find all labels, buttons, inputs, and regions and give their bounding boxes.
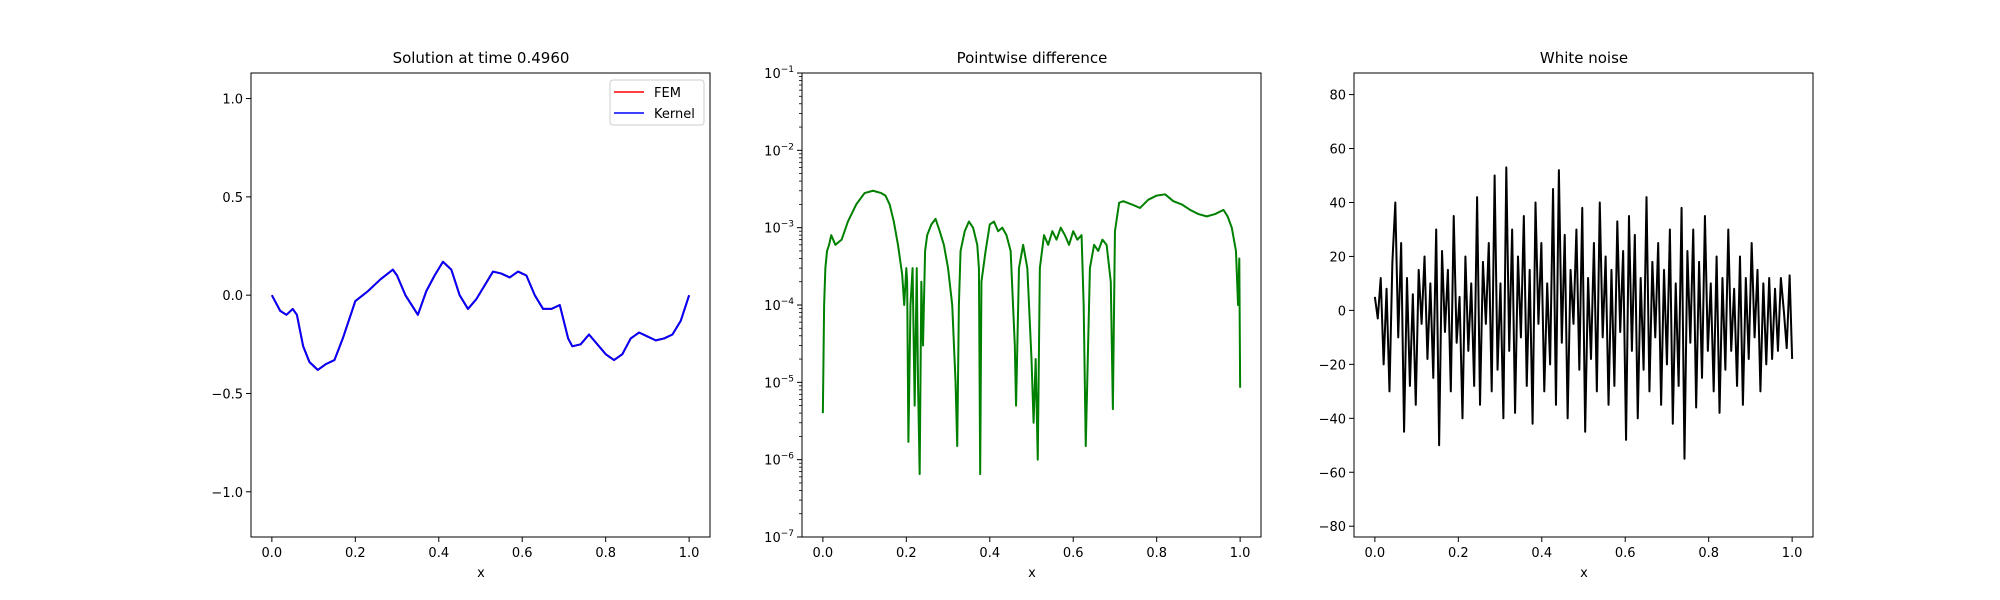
plot-frame [801,72,1262,538]
x-tick-label: 0.4 [979,546,1000,561]
y-tick-label: 20 [1329,250,1346,265]
legend: FEM Kernel [609,79,705,126]
y-tick-label: −0.5 [211,387,243,402]
panel-solution: Solution at time 0.4960 0.0 0.2 0.4 0.6 0.8 1… [211,49,711,581]
y-tick-label: 10−3 [764,220,794,237]
x-tick-label: 0.4 [1531,546,1552,561]
y-tick-label: 10−1 [764,65,794,82]
panel-white-noise: White noise 0.0 0.2 0.4 0.6 0.8 1.0 −80 −60 −40… [1319,49,1814,581]
y-tick-label: 60 [1329,143,1346,158]
x-tick-label: 0.6 [1063,546,1084,561]
x-tick-label: 1.0 [679,546,700,561]
x-tick-label: 1.0 [1782,546,1803,561]
x-tick-label: 0.0 [813,546,834,561]
x-tick-label: 0.0 [1365,546,1386,561]
y-tick-label: 10−7 [764,529,794,546]
series-line-kernel [270,260,691,371]
x-tick-label: 0.2 [1448,546,1469,561]
panel-difference: Pointwise difference 0.0 0.2 0.4 0.6 0.8 1.0 … [764,49,1262,581]
y-tick-label: 10−5 [764,374,794,391]
x-tick-label: 0.8 [595,546,616,561]
x-tick-label: 0.4 [428,546,449,561]
x-axis-label: x [477,566,485,581]
x-tick-label: 0.6 [512,546,533,561]
y-tick-label: 1.0 [222,93,243,108]
y-tick-label: 10−2 [764,142,794,159]
plot-frame [1353,72,1814,538]
x-axis-label: x [1580,566,1588,581]
legend-label-kernel: Kernel [654,107,695,122]
y-tick-label: 10−4 [764,297,794,314]
y-tick-label: −80 [1319,520,1346,535]
plot-frame [250,72,711,538]
x-tick-label: 0.2 [345,546,366,561]
x-tick-label: 0.6 [1615,546,1636,561]
chart-title: White noise [1540,49,1628,67]
y-tick-label: 80 [1329,89,1346,104]
x-tick-label: 1.0 [1230,546,1251,561]
legend-label-fem: FEM [654,86,681,101]
series-line [1373,166,1794,460]
x-axis-label: x [1028,566,1036,581]
y-tick-label: −40 [1319,412,1346,427]
y-tick-label: −20 [1319,358,1346,373]
y-tick-label: −1.0 [211,486,243,501]
chart-title: Pointwise difference [957,49,1108,67]
x-tick-label: 0.0 [262,546,283,561]
y-tick-label: 0 [1338,304,1346,319]
x-tick-label: 0.2 [896,546,917,561]
x-tick-label: 0.8 [1698,546,1719,561]
series-line [821,189,1242,476]
y-tick-label: 40 [1329,196,1346,211]
y-tick-label: 0.0 [222,289,243,304]
chart-title: Solution at time 0.4960 [393,49,570,67]
x-tick-label: 0.8 [1146,546,1167,561]
y-tick-label: 0.5 [222,191,243,206]
y-tick-label: −60 [1319,466,1346,481]
y-tick-label: 10−6 [764,452,794,469]
